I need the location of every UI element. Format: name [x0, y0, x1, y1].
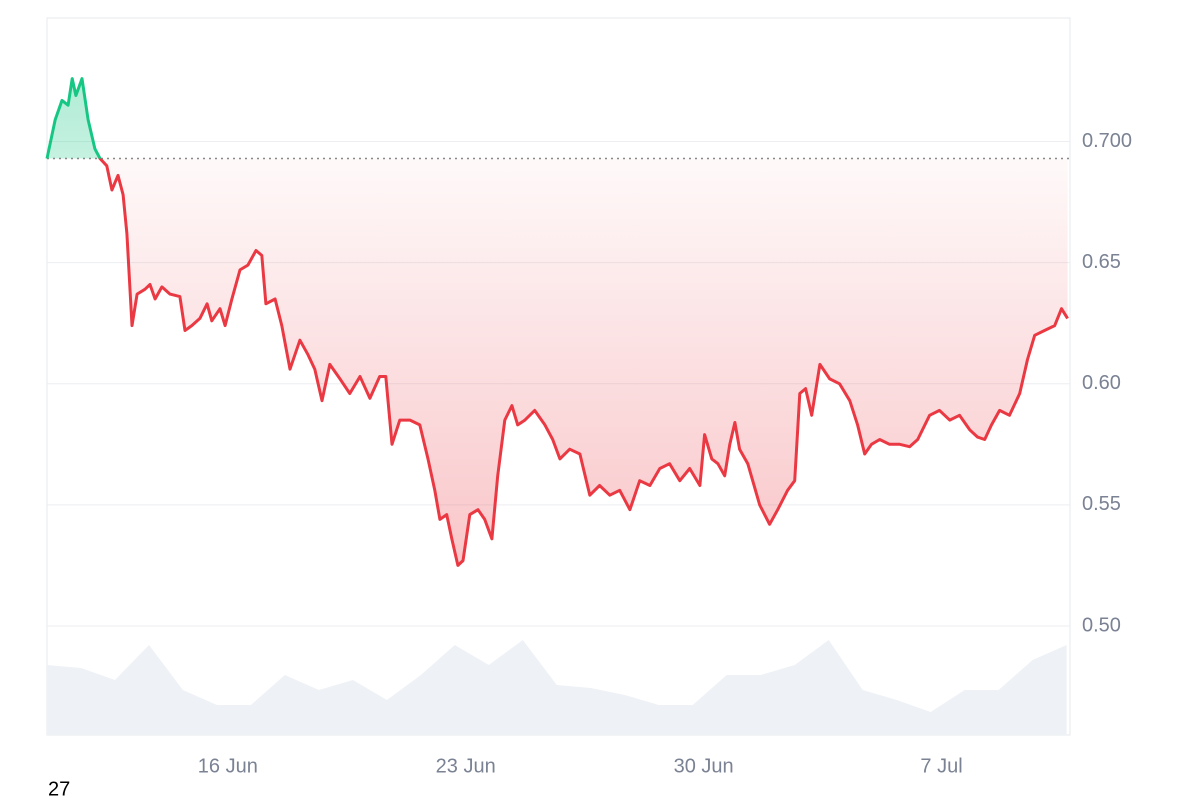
y-tick-label: 0.700: [1082, 130, 1132, 152]
y-tick-label: 0.50: [1082, 614, 1121, 636]
y-tick-label: 0.55: [1082, 493, 1121, 515]
y-tick-label: 0.65: [1082, 251, 1121, 273]
x-tick-label: 23 Jun: [436, 755, 496, 777]
y-tick-label: 0.60: [1082, 372, 1121, 394]
footer-note: 27: [48, 778, 70, 800]
price-area: [47, 78, 1068, 566]
x-tick-label: 7 Jul: [920, 755, 962, 777]
x-tick-label: 30 Jun: [674, 755, 734, 777]
x-tick-label: 16 Jun: [198, 755, 258, 777]
volume-area: [47, 640, 1067, 735]
price-line: [45, 77, 1069, 567]
